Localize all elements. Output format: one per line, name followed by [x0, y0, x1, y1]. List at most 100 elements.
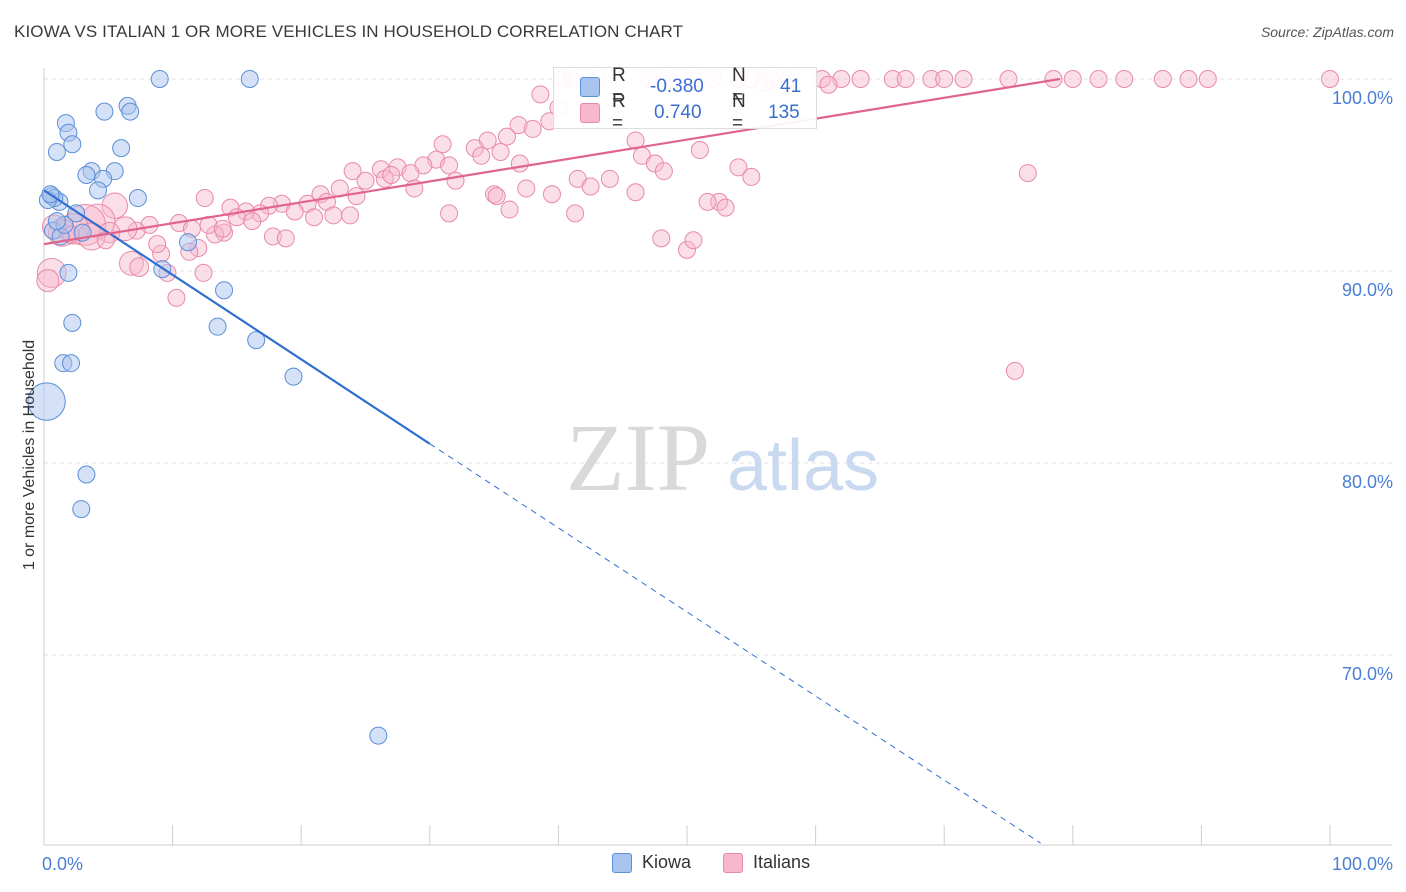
- italian-point-115: [119, 250, 144, 276]
- italian-point-120: [1005, 361, 1024, 380]
- italian-r-label: R =: [612, 91, 626, 134]
- italian-point-121: [716, 198, 735, 217]
- kiowa-point-36: [369, 726, 388, 745]
- kiowa-point-12: [77, 166, 96, 184]
- kiowa-point-1: [240, 70, 259, 88]
- stats-legend: R = -0.380 N = 41 R = 0.740 N = 135: [553, 65, 817, 134]
- kiowa-r-value: -0.380: [650, 76, 704, 97]
- y-tick-label-3: 100.0%: [1332, 88, 1393, 108]
- italian-point-25: [1179, 70, 1198, 88]
- italian-point-21: [1063, 70, 1082, 88]
- kiowa-n-label: N =: [732, 65, 746, 108]
- italian-point-82: [324, 206, 343, 225]
- italian-point-78: [221, 198, 240, 217]
- kiowa-point-3: [95, 102, 114, 121]
- italian-point-84: [341, 206, 360, 225]
- kiowa-point-8: [112, 139, 131, 158]
- kiowa-point-9: [47, 142, 66, 161]
- italian-point-81: [195, 189, 214, 208]
- italian-n-value: 135: [768, 102, 800, 123]
- legend-kiowa-swatch: [612, 852, 632, 873]
- italian-point-42: [690, 141, 709, 160]
- italian-point-34: [509, 116, 528, 135]
- italian-point-124: [347, 187, 366, 206]
- kiowa-point-29: [247, 331, 266, 350]
- italian-point-27: [1321, 70, 1339, 88]
- italian-point-38: [433, 135, 452, 154]
- source-label: Source: ZipAtlas.com: [1260, 24, 1394, 40]
- kiowa-trend-line: [43, 189, 431, 445]
- italian-r-value: 0.740: [654, 102, 702, 123]
- italian-point-87: [440, 204, 459, 223]
- italian-point-64: [517, 179, 536, 198]
- italian-point-117: [652, 229, 671, 248]
- italian-point-114: [167, 288, 186, 307]
- y-axis-label: 1 or more Vehicles in Household: [21, 339, 38, 571]
- italian-point-14: [883, 70, 902, 88]
- legend-italians-swatch: [723, 852, 744, 873]
- kiowa-point-14: [89, 181, 108, 200]
- kiowa-point-32: [284, 367, 303, 386]
- kiowa-point-31: [62, 354, 81, 373]
- italian-point-80: [243, 212, 262, 231]
- y-tick-label-2: 90.0%: [1342, 280, 1393, 300]
- italian-point-24: [1153, 70, 1172, 88]
- italian-point-50: [440, 156, 459, 175]
- kiowa-point-28: [208, 317, 227, 336]
- italian-point-17: [935, 70, 954, 88]
- italian-point-60: [382, 166, 401, 184]
- italian-point-68: [626, 183, 645, 202]
- axes: [43, 68, 1392, 846]
- italian-point-56: [1018, 164, 1037, 183]
- kiowa-point-7: [63, 135, 82, 154]
- italian-point-116: [129, 257, 150, 278]
- kiowa-point-0: [150, 70, 169, 88]
- kiowa-points: [27, 70, 388, 745]
- kiowa-point-27: [63, 313, 82, 332]
- italian-point-54: [729, 158, 748, 177]
- series-legend: Kiowa Italians: [612, 852, 842, 873]
- kiowa-n-value: 41: [780, 76, 802, 97]
- italian-point-88: [600, 169, 619, 188]
- italian-point-123: [487, 187, 506, 206]
- italian-point-66: [581, 177, 600, 196]
- italian-point-129: [213, 219, 232, 238]
- italian-point-95: [276, 229, 295, 248]
- kiowa-swatch: [580, 77, 600, 97]
- kiowa-r-label: R =: [612, 65, 626, 108]
- italian-point-18: [954, 70, 973, 88]
- italian-point-119: [684, 231, 703, 250]
- trend-lines: [43, 77, 1061, 844]
- italian-point-58: [356, 171, 375, 190]
- italian-point-30: [531, 85, 550, 104]
- italian-point-40: [491, 142, 510, 161]
- italian-point-67: [542, 185, 561, 204]
- italian-point-15: [896, 70, 915, 88]
- legend-item-kiowa[interactable]: Kiowa: [612, 852, 691, 873]
- italian-point-109: [36, 269, 60, 293]
- italian-point-74: [285, 202, 304, 221]
- italian-point-55: [742, 167, 761, 186]
- italian-point-83: [305, 208, 324, 227]
- kiowa-point-33: [27, 382, 66, 421]
- italian-point-39: [465, 139, 484, 158]
- italian-point-35: [523, 119, 542, 138]
- italian-point-16: [922, 70, 941, 88]
- kiowa-point-38: [47, 212, 66, 231]
- chart-title: KIOWA VS ITALIAN 1 OR MORE VEHICLES IN H…: [14, 22, 684, 41]
- italian-point-43: [472, 146, 491, 165]
- italian-point-86: [566, 204, 585, 223]
- legend-item-italians[interactable]: Italians: [723, 852, 810, 873]
- italian-trend-line: [43, 77, 1061, 246]
- y-tick-label-1: 80.0%: [1342, 472, 1393, 492]
- italian-point-49: [401, 164, 420, 183]
- tick-labels: 70.0% 80.0% 90.0% 100.0% 0.0% 100.0%: [42, 88, 1393, 874]
- kiowa-point-23: [179, 233, 198, 252]
- italian-point-118: [678, 240, 696, 259]
- italian-point-29: [819, 75, 838, 94]
- kiowa-point-4: [121, 102, 140, 121]
- kiowa-point-26: [215, 281, 234, 300]
- italian-swatch: [580, 103, 600, 123]
- italian-point-122: [698, 192, 717, 211]
